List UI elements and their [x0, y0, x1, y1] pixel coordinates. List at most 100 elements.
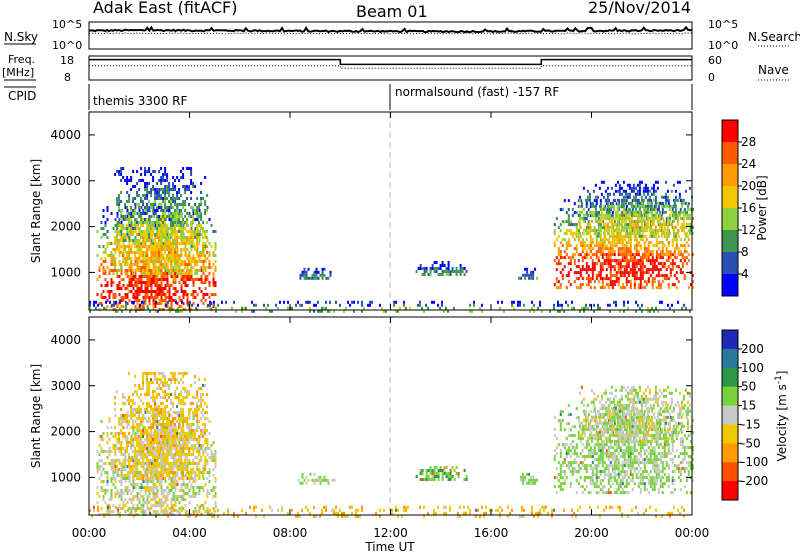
- heatmap-cell: [122, 215, 125, 218]
- heatmap-cell: [583, 256, 586, 260]
- heatmap-cell: [204, 242, 207, 245]
- heatmap-cell: [633, 226, 636, 230]
- heatmap-cell: [667, 202, 670, 206]
- heatmap-cell: [114, 263, 117, 266]
- heatmap-cell: [124, 486, 127, 489]
- heatmap-cell: [128, 459, 131, 462]
- heatmap-cell: [578, 231, 581, 235]
- heatmap-cell: [196, 423, 199, 426]
- heatmap-cell: [557, 286, 560, 290]
- heatmap-cell: [164, 212, 167, 215]
- heatmap-cell: [588, 210, 591, 214]
- heatmap-cell: [160, 483, 163, 486]
- heatmap-cell: [214, 450, 217, 453]
- heatmap-cell: [196, 468, 199, 471]
- heatmap-cell: [194, 269, 197, 272]
- heatmap-cell: [124, 468, 127, 471]
- heatmap-cell: [158, 197, 161, 200]
- heatmap-cell: [657, 309, 659, 313]
- heatmap-cell: [648, 189, 651, 193]
- heatmap-cell: [126, 275, 129, 278]
- heatmap-cell: [666, 216, 669, 220]
- heatmap-cell: [152, 278, 155, 281]
- heatmap-cell: [367, 303, 369, 307]
- heatmap-cell: [194, 438, 197, 441]
- heatmap-cell: [154, 188, 157, 191]
- heatmap-cell: [597, 232, 600, 236]
- heatmap-cell: [152, 435, 155, 438]
- heatmap-cell: [174, 197, 177, 200]
- heatmap-cell: [213, 300, 215, 304]
- heatmap-cell: [589, 247, 592, 251]
- heatmap-cell: [668, 204, 671, 208]
- heatmap-cell: [682, 228, 685, 232]
- heatmap-cell: [645, 247, 648, 251]
- heatmap-cell: [136, 203, 139, 206]
- heatmap-cell: [170, 257, 173, 260]
- heatmap-cell: [587, 220, 590, 224]
- heatmap-cell: [136, 242, 139, 245]
- heatmap-cell: [172, 230, 175, 233]
- heatmap-cell: [669, 262, 672, 266]
- heatmap-cell: [120, 269, 123, 272]
- heatmap-cell: [122, 284, 125, 287]
- heatmap-cell: [517, 303, 519, 307]
- heatmap-cell: [134, 435, 137, 438]
- heatmap-cell: [166, 257, 169, 260]
- heatmap-cell: [663, 244, 666, 248]
- heatmap-cell: [170, 215, 173, 218]
- heatmap-cell: [164, 206, 167, 209]
- heatmap-cell: [555, 277, 558, 281]
- heatmap-cell: [154, 290, 157, 293]
- heatmap-cell: [134, 275, 137, 278]
- y-tick-label: 1000: [50, 265, 81, 279]
- heatmap-cell: [671, 214, 674, 218]
- heatmap-cell: [594, 219, 597, 223]
- heatmap-cell: [684, 225, 687, 229]
- heatmap-cell: [114, 459, 117, 462]
- heatmap-cell: [146, 239, 149, 242]
- heatmap-cell: [650, 204, 653, 208]
- heatmap-cell: [128, 281, 131, 284]
- heatmap-cell: [114, 477, 117, 480]
- heatmap-cell: [100, 507, 103, 510]
- heatmap-cell: [134, 272, 137, 275]
- heatmap-cell: [102, 266, 105, 269]
- heatmap-cell: [607, 277, 610, 281]
- heatmap-cell: [142, 462, 145, 465]
- heatmap-cell: [208, 432, 211, 435]
- heatmap-cell: [212, 441, 215, 444]
- heatmap-cell: [605, 247, 608, 251]
- heatmap-cell: [177, 306, 179, 310]
- heatmap-cell: [146, 495, 149, 498]
- heatmap-cell: [639, 256, 642, 260]
- heatmap-cell: [567, 238, 570, 242]
- heatmap-cell: [170, 302, 173, 305]
- heatmap-cell: [661, 250, 664, 254]
- heatmap-cell: [140, 275, 143, 278]
- heatmap-cell: [142, 456, 145, 459]
- heatmap-cell: [673, 238, 676, 242]
- heatmap-cell: [604, 213, 607, 217]
- heatmap-cell: [651, 256, 654, 260]
- heatmap-cell: [581, 256, 584, 260]
- heatmap-cell: [162, 287, 165, 290]
- heatmap-cell: [116, 272, 119, 275]
- heatmap-cell: [144, 188, 147, 191]
- heatmap-cell: [329, 309, 331, 313]
- heatmap-cell: [633, 268, 636, 272]
- heatmap-cell: [164, 293, 167, 296]
- heatmap-cell: [633, 265, 636, 269]
- heatmap-cell: [325, 300, 327, 304]
- heatmap-cell: [206, 236, 209, 239]
- heatmap-cell: [190, 260, 193, 263]
- heatmap-cell: [652, 183, 655, 187]
- heatmap-cell: [186, 486, 189, 489]
- heatmap-cell: [647, 259, 650, 263]
- heatmap-cell: [182, 203, 185, 206]
- heatmap-cell: [122, 459, 125, 462]
- heatmap-cell: [669, 306, 671, 310]
- heatmap-cell: [629, 268, 632, 272]
- heatmap-cell: [152, 480, 155, 483]
- heatmap-cell: [172, 498, 175, 501]
